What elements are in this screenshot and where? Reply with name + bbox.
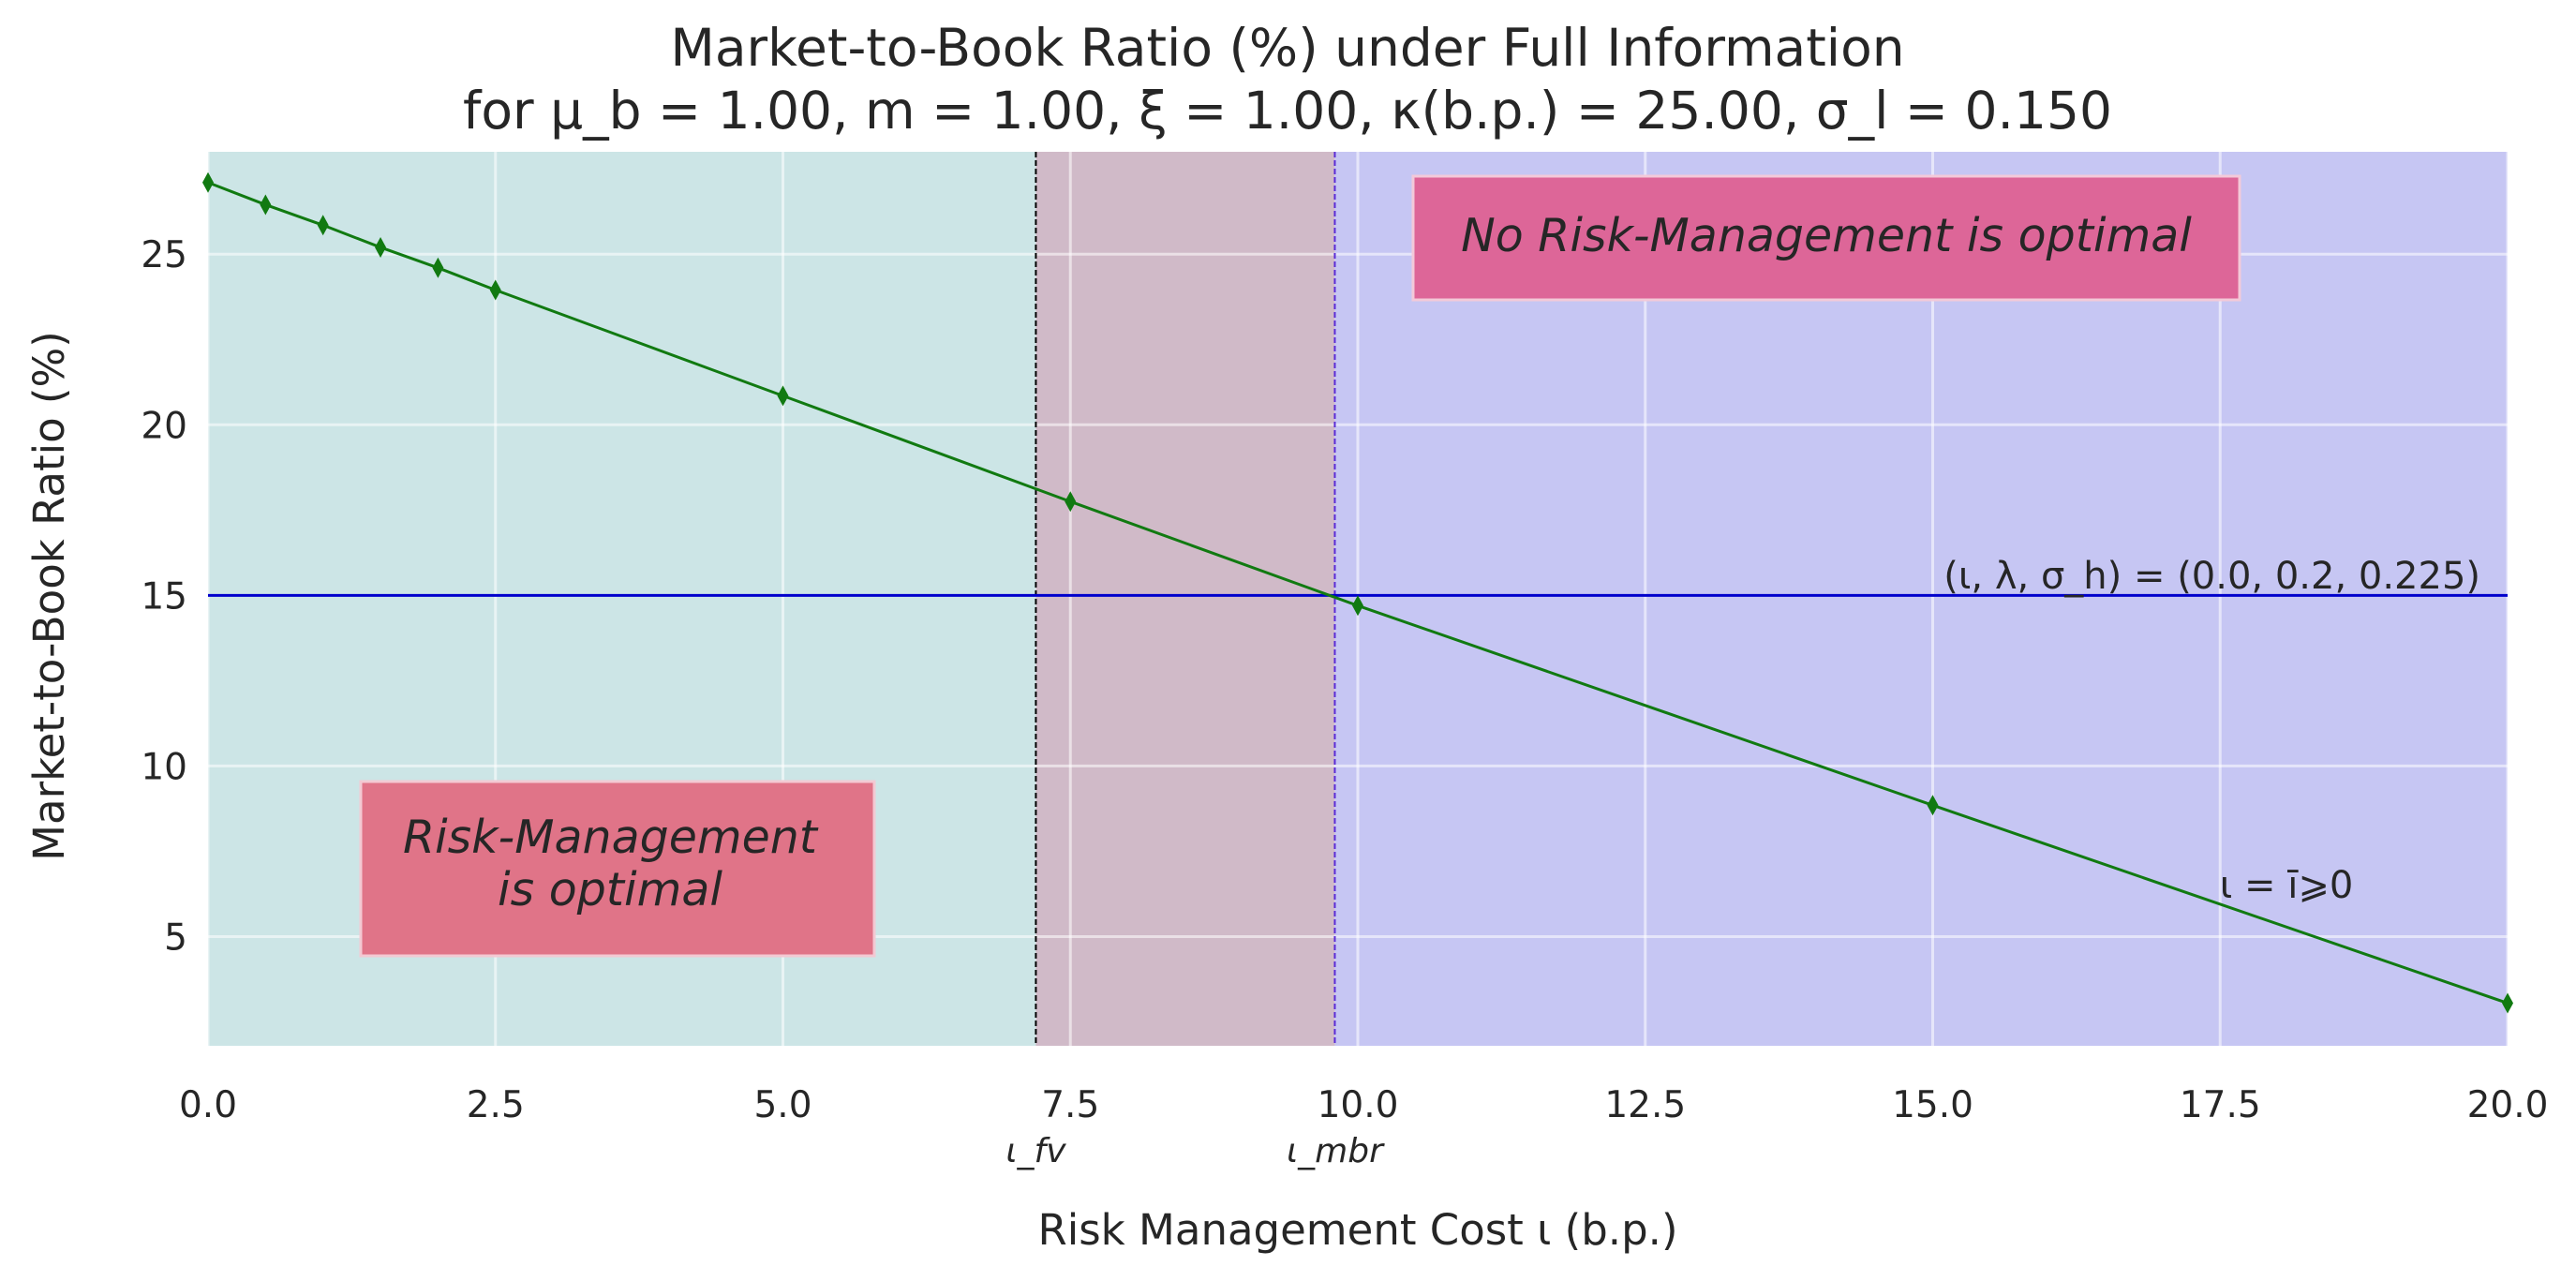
x-tick-label: 17.5 bbox=[2180, 1084, 2261, 1126]
y-tick-label: 5 bbox=[164, 916, 187, 959]
series-marker bbox=[1065, 491, 1077, 513]
x-tick-label: 15.0 bbox=[1892, 1084, 1973, 1126]
series-marker bbox=[1352, 595, 1363, 617]
series-marker bbox=[2502, 992, 2513, 1014]
series-marker bbox=[202, 171, 214, 193]
no-rm-optimal-box bbox=[1411, 174, 2241, 302]
series-markers bbox=[202, 171, 2513, 1014]
series-marker bbox=[432, 257, 444, 278]
iota-fv-label: ι_fv bbox=[1005, 1132, 1066, 1170]
y-tick-labels: 5 10 15 20 25 bbox=[141, 234, 187, 959]
iota-mbr-label: ι_mbr bbox=[1287, 1132, 1385, 1170]
x-tick-label: 10.0 bbox=[1318, 1084, 1399, 1126]
reference-line-label: (ι, λ, σ_h) = (0.0, 0.2, 0.225) bbox=[1943, 555, 2480, 598]
y-tick-label: 15 bbox=[141, 575, 187, 618]
series-marker bbox=[1927, 795, 1939, 816]
x-tick-label: 20.0 bbox=[2467, 1084, 2549, 1126]
chart-title-line1: Market-to-Book Ratio (%) under Full Info… bbox=[670, 18, 1904, 78]
no-rm-optimal-text: No Risk-Management is optimal bbox=[1461, 209, 2192, 262]
plot-area: Risk-Management is optimal No Risk-Manag… bbox=[202, 152, 2513, 1046]
x-tick-label: 0.0 bbox=[179, 1084, 237, 1126]
curve-label: ι = ī⩾0 bbox=[2220, 864, 2354, 907]
x-tick-label: 2.5 bbox=[467, 1084, 525, 1126]
rm-optimal-text-line1: Risk-Management bbox=[403, 811, 819, 864]
x-tick-label: 5.0 bbox=[753, 1084, 812, 1126]
x-tick-label: 12.5 bbox=[1604, 1084, 1686, 1126]
series-marker bbox=[260, 194, 272, 216]
region-intermediate bbox=[1035, 152, 1335, 1046]
series-marker bbox=[375, 236, 387, 258]
x-tick-labels: 0.0 2.5 5.0 7.5 10.0 12.5 15.0 17.5 20.0 bbox=[179, 1084, 2548, 1126]
chart-title-line2: for μ_b = 1.00, m = 1.00, ξ = 1.00, κ(b.… bbox=[463, 81, 2112, 141]
series-marker bbox=[317, 215, 329, 236]
y-axis-label: Market-to-Book Ratio (%) bbox=[24, 331, 74, 861]
y-tick-label: 25 bbox=[141, 234, 187, 276]
series-marker bbox=[777, 385, 789, 407]
series-marker bbox=[489, 279, 501, 301]
x-tick-label: 7.5 bbox=[1041, 1084, 1099, 1126]
y-tick-label: 20 bbox=[141, 405, 187, 447]
rm-optimal-box bbox=[359, 780, 876, 958]
y-tick-label: 10 bbox=[141, 746, 187, 788]
x-axis-label: Risk Management Cost ι (b.p.) bbox=[1037, 1205, 1677, 1255]
rm-optimal-text-line2: is optimal bbox=[498, 863, 722, 916]
